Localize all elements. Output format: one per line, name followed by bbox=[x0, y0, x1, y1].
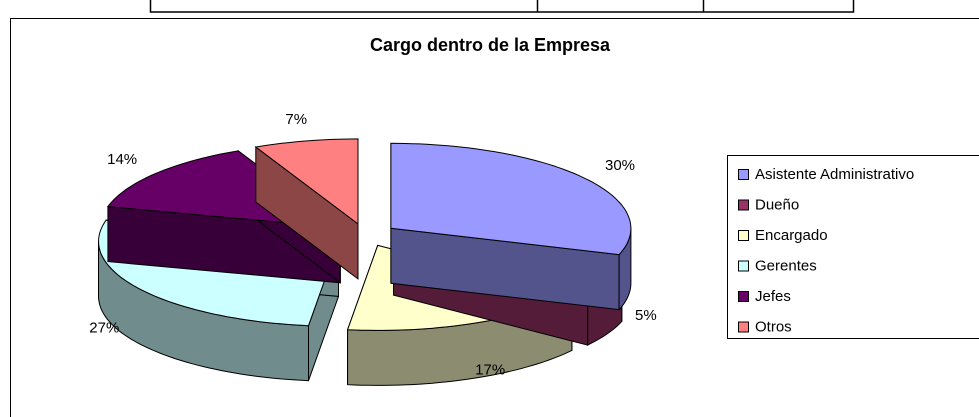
legend-label: Otros bbox=[755, 318, 792, 335]
slice bbox=[390, 142, 632, 256]
legend-swatch bbox=[738, 230, 749, 241]
legend-label: Dueño bbox=[755, 196, 799, 213]
legend-label: Encargado bbox=[755, 227, 828, 244]
data-label: 7% bbox=[285, 111, 307, 128]
data-label: 27% bbox=[89, 320, 119, 337]
slice bbox=[254, 138, 359, 225]
legend-swatch bbox=[738, 321, 749, 333]
data-label: 14% bbox=[107, 151, 137, 168]
chart-title: Cargo dentro de la Empresa bbox=[370, 35, 611, 55]
legend-swatch bbox=[738, 291, 749, 302]
table-fragment bbox=[149, 0, 855, 13]
data-label: 17% bbox=[475, 361, 505, 378]
pie bbox=[98, 138, 632, 386]
legend-label: Jefes bbox=[755, 288, 791, 305]
legend bbox=[727, 155, 979, 339]
legend-swatch bbox=[738, 169, 749, 180]
data-label: 30% bbox=[605, 157, 635, 174]
legend-label: Asistente Administrativo bbox=[755, 166, 914, 183]
data-label: 5% bbox=[635, 307, 657, 324]
legend-swatch bbox=[738, 199, 749, 211]
legend-label: Gerentes bbox=[755, 257, 817, 274]
legend-swatch bbox=[738, 260, 749, 272]
